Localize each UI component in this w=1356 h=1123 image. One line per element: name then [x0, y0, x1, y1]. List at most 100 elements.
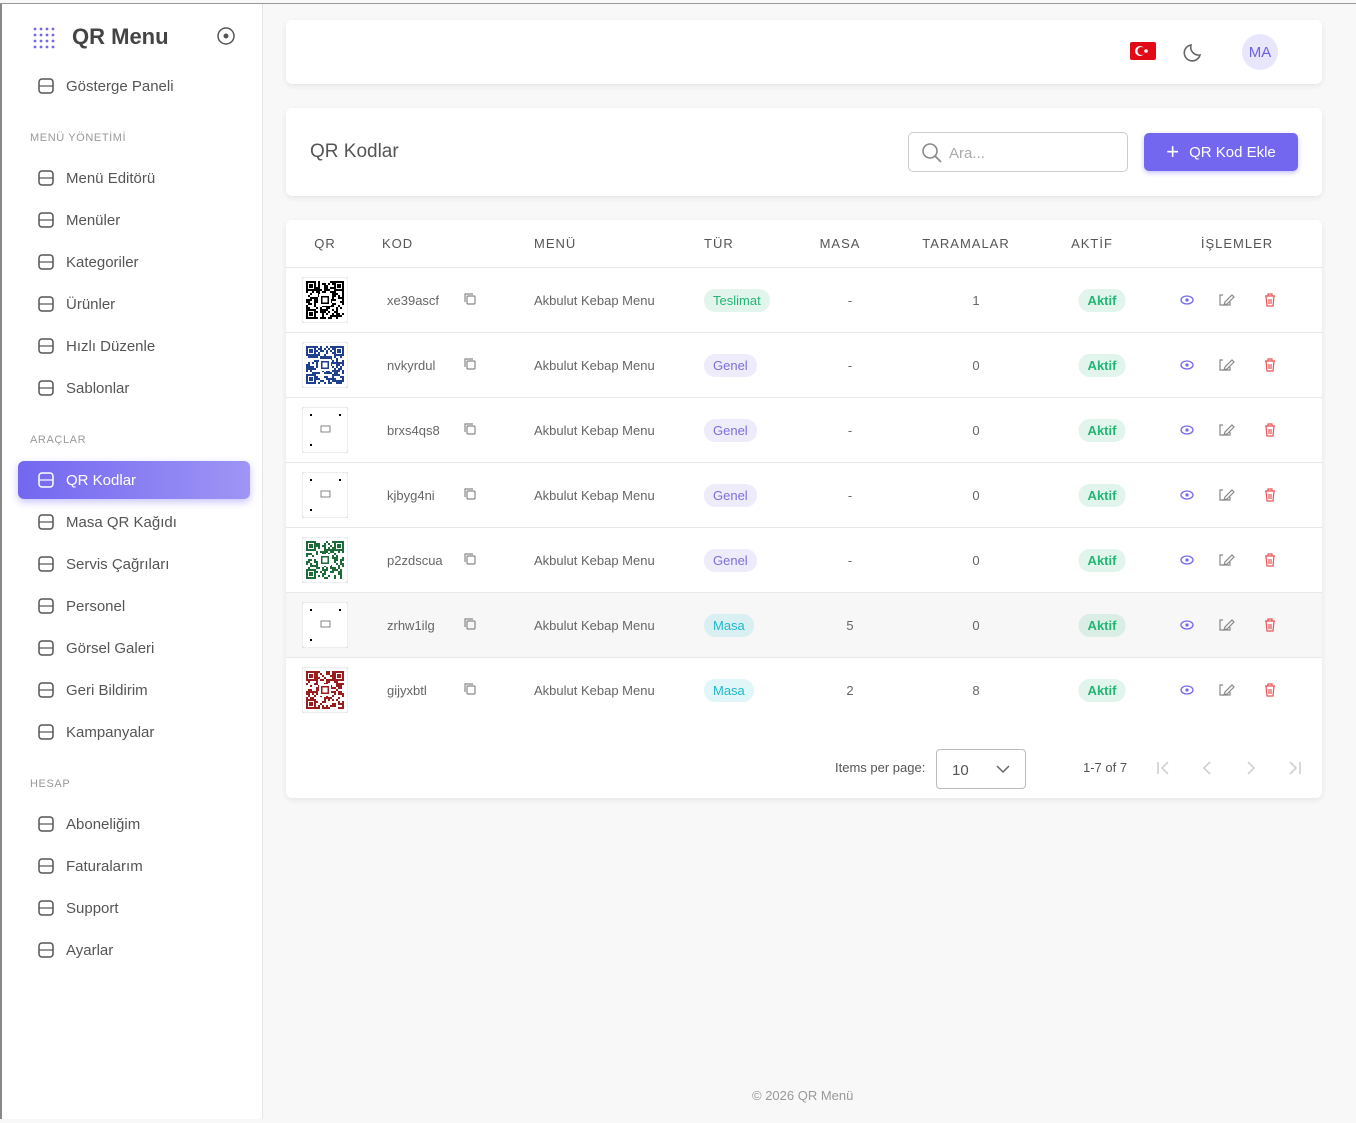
scan-count: 0: [972, 552, 980, 568]
search-box[interactable]: Ara...: [908, 132, 1128, 172]
row-actions[interactable]: [1179, 357, 1289, 373]
cell: Masa: [704, 593, 754, 657]
qr-image: [302, 407, 348, 453]
avatar[interactable]: MA: [1242, 34, 1278, 70]
type-badge: Genel: [704, 548, 757, 572]
cell: [1179, 398, 1289, 462]
nav-icon: [38, 556, 54, 572]
theme-toggle[interactable]: [1183, 41, 1205, 63]
cell: Akbulut Kebap Menu: [534, 593, 655, 657]
nav-item[interactable]: Hızlı Düzenle: [18, 327, 250, 365]
nav-label: Kategoriler: [66, 253, 139, 271]
row-actions[interactable]: [1179, 292, 1289, 308]
qr-code: nvkyrdul: [387, 357, 436, 373]
menu-name: Akbulut Kebap Menu: [534, 617, 655, 633]
nav-item[interactable]: Geri Bildirim: [18, 671, 250, 709]
qr-code: gijyxbtl: [387, 682, 427, 698]
cell: [1179, 528, 1289, 592]
cell: Akbulut Kebap Menu: [534, 463, 655, 527]
nav-item[interactable]: Masa QR Kağıdı: [18, 503, 250, 541]
qr-image: [302, 277, 348, 323]
row-actions[interactable]: [1179, 617, 1289, 633]
nav-item[interactable]: Ürünler: [18, 285, 250, 323]
type-badge: Genel: [704, 418, 757, 442]
cell: Aktif: [1078, 528, 1126, 592]
nav-label: Personel: [66, 597, 126, 615]
cell: Aktif: [1078, 398, 1126, 462]
nav-item[interactable]: QR Kodlar: [18, 461, 250, 499]
cell: p2zdscua: [387, 528, 477, 592]
brand-name: QR Menu: [72, 24, 169, 49]
language-flag[interactable]: [1130, 42, 1156, 60]
copy-button[interactable]: [463, 552, 477, 569]
copy-button[interactable]: [463, 617, 477, 634]
cell: -: [848, 528, 852, 592]
table-number: -: [847, 422, 853, 438]
nav-label: Faturalarım: [66, 857, 143, 875]
section-title: MENÜ YÖNETİMİ: [30, 132, 127, 144]
nav-icon: [38, 170, 54, 186]
nav-item[interactable]: Servis Çağrıları: [18, 545, 250, 583]
column-header: TÜR: [704, 236, 734, 251]
row-actions[interactable]: [1179, 682, 1289, 698]
nav-icon: [38, 682, 54, 698]
add-button[interactable]: + QR Kod Ekle: [1144, 133, 1298, 171]
brand-logo: [33, 27, 55, 49]
column-header: QR: [314, 236, 336, 251]
copy-button[interactable]: [463, 292, 477, 309]
type-badge: Genel: [704, 483, 757, 507]
nav-label: Masa QR Kağıdı: [66, 513, 177, 531]
nav-item[interactable]: Görsel Galeri: [18, 629, 250, 667]
top-bar: MA: [286, 20, 1322, 84]
cell: 8: [972, 658, 979, 722]
scan-count: 8: [972, 682, 980, 698]
cell: Aktif: [1078, 658, 1126, 722]
copy-button[interactable]: [463, 357, 477, 374]
nav-item[interactable]: Gösterge Paneli: [18, 67, 250, 105]
row-actions[interactable]: [1179, 422, 1289, 438]
type-badge: Masa: [704, 678, 754, 702]
nav-item[interactable]: Sablonlar: [18, 369, 250, 407]
nav-icon: [38, 472, 54, 488]
sidebar: QR Menu Gösterge Paneli MENÜ YÖNETİMİ Menü…: [0, 4, 263, 1119]
menu-name: Akbulut Kebap Menu: [534, 422, 655, 438]
row-actions[interactable]: [1179, 552, 1289, 568]
nav-item[interactable]: Support: [18, 889, 250, 927]
row-actions[interactable]: [1179, 487, 1289, 503]
page-title: QR Kodlar: [310, 141, 399, 162]
nav-item[interactable]: Menüler: [18, 201, 250, 239]
column-header: TARAMALAR: [922, 236, 1010, 251]
cell: Genel: [704, 528, 757, 592]
type-badge: Masa: [704, 613, 754, 637]
qr-code: kjbyg4ni: [387, 487, 435, 503]
page-nav: [1157, 761, 1301, 775]
scan-count: 0: [972, 617, 980, 633]
nav-item[interactable]: Ayarlar: [18, 931, 250, 969]
collapse-toggle[interactable]: [216, 26, 236, 46]
table-row: kjbyg4ni Akbulut Kebap Menu Genel - 0 Aktif: [286, 462, 1322, 527]
copy-button[interactable]: [463, 487, 477, 504]
page-size-select[interactable]: 10: [936, 749, 1026, 789]
cell: 0: [972, 593, 979, 657]
cell: -: [848, 333, 852, 397]
nav-item[interactable]: Aboneliğim: [18, 805, 250, 843]
nav-item[interactable]: Kategoriler: [18, 243, 250, 281]
nav-icon: [38, 380, 54, 396]
nav-icon: [38, 296, 54, 312]
nav-label: Kampanyalar: [66, 723, 155, 741]
nav-item[interactable]: Faturalarım: [18, 847, 250, 885]
nav-item[interactable]: Personel: [18, 587, 250, 625]
nav-item[interactable]: Kampanyalar: [18, 713, 250, 751]
table-row: gijyxbtl Akbulut Kebap Menu Masa 2 8 Aktif: [286, 657, 1322, 722]
nav-icon: [38, 598, 54, 614]
nav-label: Servis Çağrıları: [66, 555, 170, 573]
cell: Akbulut Kebap Menu: [534, 658, 655, 722]
nav-label: Görsel Galeri: [66, 639, 155, 657]
nav-icon: [38, 254, 54, 270]
copy-button[interactable]: [463, 422, 477, 439]
search-icon: [922, 143, 942, 163]
nav-icon: [38, 816, 54, 832]
nav-item[interactable]: Menü Editörü: [18, 159, 250, 197]
copy-button[interactable]: [463, 682, 477, 699]
